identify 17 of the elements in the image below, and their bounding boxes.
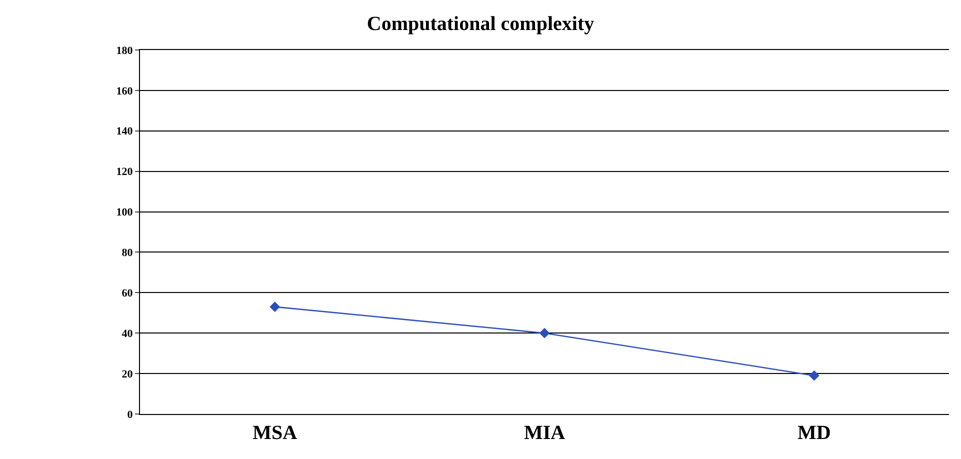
y-tick-label: 120 bbox=[116, 166, 134, 178]
y-tick-label: 180 bbox=[116, 44, 134, 57]
point bbox=[539, 328, 550, 338]
y-tick-label: 40 bbox=[122, 328, 134, 340]
x-tick-label: MD bbox=[798, 422, 831, 444]
y-tick-label: 0 bbox=[127, 408, 134, 421]
chart-title: Computational complexity bbox=[366, 13, 594, 36]
point bbox=[270, 302, 280, 312]
y-tick-label: 140 bbox=[116, 126, 134, 138]
y-tick-label: 20 bbox=[122, 368, 134, 380]
y-tick-label: 100 bbox=[116, 206, 134, 219]
y-tick-label: 60 bbox=[122, 288, 134, 300]
y-tick-label: 80 bbox=[122, 247, 134, 260]
x-tick-label: MSA bbox=[252, 422, 298, 444]
y-tick-label: 160 bbox=[116, 85, 134, 98]
x-tick-label: MIA bbox=[524, 422, 566, 444]
point bbox=[808, 370, 820, 381]
